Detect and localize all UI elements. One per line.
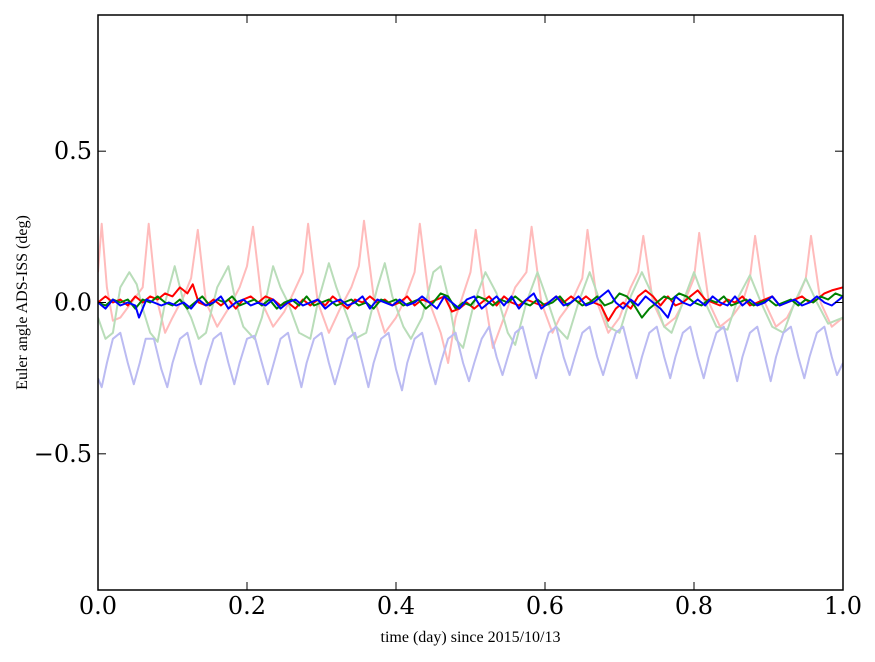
series-line-2 [98, 262, 843, 349]
y-tick-label: 0.0 [54, 289, 92, 317]
series-line-3 [98, 325, 843, 392]
x-tick-label: 0.8 [675, 592, 713, 620]
series-line-4 [98, 283, 843, 322]
x-tick-label: 0.2 [228, 592, 266, 620]
x-tick-label: 1.0 [824, 592, 862, 620]
axis-ticks: 0.0 0.2 0.4 0.6 0.8 1.0 −0.5 0.0 0.5 [34, 15, 862, 620]
x-axis-title: time (day) since 2015/10/13 [381, 629, 561, 646]
series-layer [98, 219, 843, 392]
y-tick-label: 0.5 [54, 137, 92, 165]
y-axis-title: Euler angle ADS-ISS (deg) [14, 215, 31, 390]
x-tick-label: 0.6 [526, 592, 564, 620]
y-tick-label: −0.5 [34, 440, 92, 468]
series-line-1 [98, 219, 843, 364]
x-tick-label: 0.4 [377, 592, 415, 620]
x-tick-label: 0.0 [79, 592, 117, 620]
series-line-6 [98, 289, 843, 319]
